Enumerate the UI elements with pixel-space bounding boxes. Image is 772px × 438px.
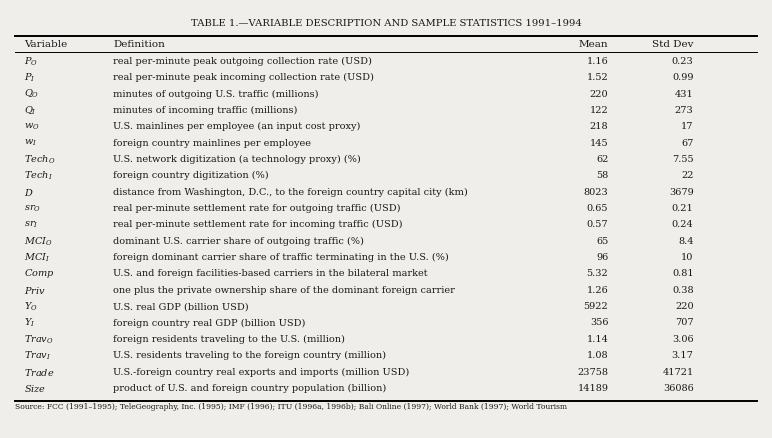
Text: $Trav_O$: $Trav_O$ — [25, 333, 54, 346]
Text: 65: 65 — [596, 237, 608, 246]
Text: 3.17: 3.17 — [672, 351, 693, 360]
Text: 145: 145 — [590, 139, 608, 148]
Text: 5922: 5922 — [584, 302, 608, 311]
Text: $P_I$: $P_I$ — [25, 71, 36, 84]
Text: 356: 356 — [590, 318, 608, 328]
Text: foreign dominant carrier share of traffic terminating in the U.S. (%): foreign dominant carrier share of traffi… — [113, 253, 449, 262]
Text: foreign country real GDP (billion USD): foreign country real GDP (billion USD) — [113, 318, 306, 328]
Text: $w_I$: $w_I$ — [25, 138, 38, 148]
Text: Variable: Variable — [25, 40, 68, 49]
Text: 1.08: 1.08 — [587, 351, 608, 360]
Text: $D$: $D$ — [25, 187, 34, 198]
Text: 22: 22 — [681, 171, 693, 180]
Text: 10: 10 — [681, 253, 693, 262]
Text: 707: 707 — [675, 318, 693, 328]
Text: U.S. mainlines per employee (an input cost proxy): U.S. mainlines per employee (an input co… — [113, 122, 361, 131]
Text: 0.65: 0.65 — [587, 204, 608, 213]
Text: $Priv$: $Priv$ — [25, 285, 46, 296]
Text: 3.06: 3.06 — [672, 335, 693, 344]
Text: 14189: 14189 — [577, 384, 608, 393]
Text: 122: 122 — [590, 106, 608, 115]
Text: product of U.S. and foreign country population (billion): product of U.S. and foreign country popu… — [113, 384, 387, 393]
Text: 8023: 8023 — [584, 188, 608, 197]
Text: U.S. network digitization (a technology proxy) (%): U.S. network digitization (a technology … — [113, 155, 361, 164]
Text: $Y_O$: $Y_O$ — [25, 300, 38, 313]
Text: $Comp$: $Comp$ — [25, 268, 55, 280]
Text: 218: 218 — [590, 122, 608, 131]
Text: dominant U.S. carrier share of outgoing traffic (%): dominant U.S. carrier share of outgoing … — [113, 237, 364, 246]
Text: $Q_I$: $Q_I$ — [25, 104, 37, 117]
Text: 58: 58 — [596, 171, 608, 180]
Text: 0.57: 0.57 — [587, 220, 608, 230]
Text: 5.32: 5.32 — [587, 269, 608, 279]
Text: 67: 67 — [681, 139, 693, 148]
Text: foreign country mainlines per employee: foreign country mainlines per employee — [113, 139, 311, 148]
Text: $MCI_I$: $MCI_I$ — [25, 251, 50, 264]
Text: U.S.-foreign country real exports and imports (million USD): U.S.-foreign country real exports and im… — [113, 367, 409, 377]
Text: Definition: Definition — [113, 40, 165, 49]
Text: U.S. residents traveling to the foreign country (million): U.S. residents traveling to the foreign … — [113, 351, 386, 360]
Text: 0.24: 0.24 — [672, 220, 693, 230]
Text: 1.26: 1.26 — [587, 286, 608, 295]
Text: 62: 62 — [596, 155, 608, 164]
Text: 3679: 3679 — [669, 188, 693, 197]
Text: $Y_I$: $Y_I$ — [25, 317, 36, 329]
Text: real per-minute settlement rate for outgoing traffic (USD): real per-minute settlement rate for outg… — [113, 204, 401, 213]
Text: 0.23: 0.23 — [672, 57, 693, 66]
Text: $Trade$: $Trade$ — [25, 367, 55, 378]
Text: distance from Washington, D.C., to the foreign country capital city (km): distance from Washington, D.C., to the f… — [113, 187, 468, 197]
Text: real per-minute settlement rate for incoming traffic (USD): real per-minute settlement rate for inco… — [113, 220, 403, 230]
Text: Mean: Mean — [579, 40, 608, 49]
Text: $Size$: $Size$ — [25, 383, 46, 394]
Text: foreign country digitization (%): foreign country digitization (%) — [113, 171, 269, 180]
Text: 0.38: 0.38 — [672, 286, 693, 295]
Text: 220: 220 — [590, 90, 608, 99]
Text: 8.4: 8.4 — [678, 237, 693, 246]
Text: $sr_I$: $sr_I$ — [25, 220, 39, 230]
Text: minutes of incoming traffic (millions): minutes of incoming traffic (millions) — [113, 106, 298, 115]
Text: 23758: 23758 — [577, 367, 608, 377]
Text: 96: 96 — [596, 253, 608, 262]
Text: TABLE 1.—VARIABLE DESCRIPTION AND SAMPLE STATISTICS 1991–1994: TABLE 1.—VARIABLE DESCRIPTION AND SAMPLE… — [191, 19, 581, 28]
Text: $sr_O$: $sr_O$ — [25, 203, 42, 214]
Text: 0.81: 0.81 — [672, 269, 693, 279]
Text: real per-minute peak outgoing collection rate (USD): real per-minute peak outgoing collection… — [113, 57, 372, 66]
Text: one plus the private ownership share of the dominant foreign carrier: one plus the private ownership share of … — [113, 286, 455, 295]
Text: 41721: 41721 — [662, 367, 693, 377]
Text: 431: 431 — [675, 90, 693, 99]
Text: 273: 273 — [675, 106, 693, 115]
Text: $Trav_I$: $Trav_I$ — [25, 350, 52, 362]
Text: $w_O$: $w_O$ — [25, 122, 40, 132]
Text: U.S. and foreign facilities-based carriers in the bilateral market: U.S. and foreign facilities-based carrie… — [113, 269, 428, 279]
Text: $MCI_O$: $MCI_O$ — [25, 235, 53, 247]
Text: $Tech_I$: $Tech_I$ — [25, 170, 53, 182]
Text: 36086: 36086 — [663, 384, 693, 393]
Text: 1.52: 1.52 — [587, 73, 608, 82]
Text: 220: 220 — [675, 302, 693, 311]
Text: 0.21: 0.21 — [672, 204, 693, 213]
Text: foreign residents traveling to the U.S. (million): foreign residents traveling to the U.S. … — [113, 335, 345, 344]
Text: Std Dev: Std Dev — [652, 40, 693, 49]
Text: $P_O$: $P_O$ — [25, 55, 39, 68]
Text: Source: FCC (1991–1995); TeleGeography, Inc. (1995); IMF (1996); ITU (1996a, 199: Source: FCC (1991–1995); TeleGeography, … — [15, 403, 567, 411]
Text: $Q_O$: $Q_O$ — [25, 88, 39, 100]
Text: 7.55: 7.55 — [672, 155, 693, 164]
Text: real per-minute peak incoming collection rate (USD): real per-minute peak incoming collection… — [113, 73, 374, 82]
Text: $Tech_O$: $Tech_O$ — [25, 153, 56, 166]
Text: 17: 17 — [681, 122, 693, 131]
Text: minutes of outgoing U.S. traffic (millions): minutes of outgoing U.S. traffic (millio… — [113, 89, 319, 99]
Text: 0.99: 0.99 — [672, 73, 693, 82]
Text: 1.14: 1.14 — [587, 335, 608, 344]
Text: 1.16: 1.16 — [587, 57, 608, 66]
Text: U.S. real GDP (billion USD): U.S. real GDP (billion USD) — [113, 302, 249, 311]
